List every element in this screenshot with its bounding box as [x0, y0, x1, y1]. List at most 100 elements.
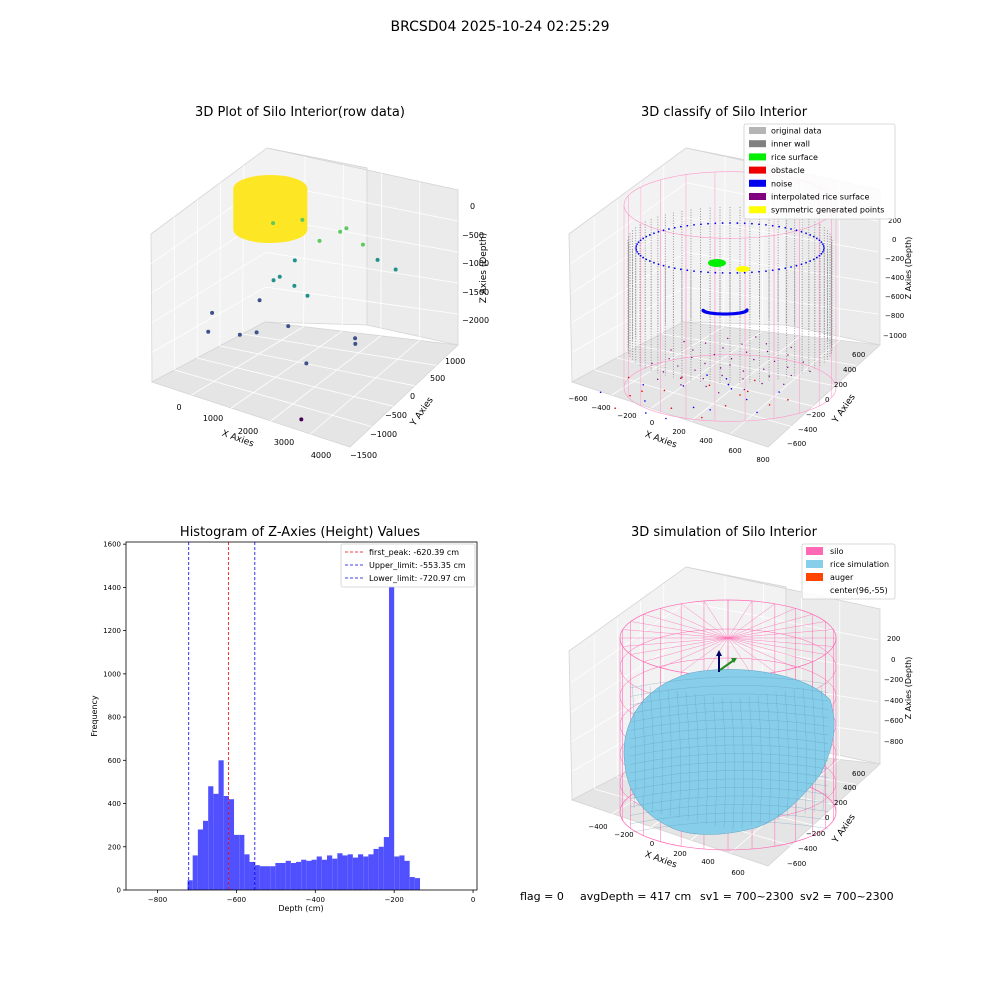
silo-top-spoke	[727, 637, 813, 662]
panel3-frame	[125, 541, 478, 891]
panel2-ztick: 0	[892, 236, 896, 244]
interpolated-rice-point	[755, 336, 757, 338]
interpolated-rice-point	[809, 370, 811, 373]
interpolated-rice-point	[761, 382, 763, 385]
noise-point	[729, 222, 731, 224]
raw-data-point	[344, 226, 349, 231]
mesh-line	[784, 690, 789, 819]
y-tick-label: 600	[108, 757, 121, 765]
histogram-bar	[280, 862, 286, 890]
grid-line	[197, 357, 394, 407]
legend-label: rice simulation	[830, 560, 889, 569]
raw-data-point	[393, 267, 398, 272]
interpolated-rice-point	[692, 349, 694, 351]
noise-point	[686, 224, 689, 227]
mesh-line	[649, 686, 654, 813]
grid-line	[570, 601, 687, 683]
floor-point	[787, 399, 789, 401]
panel4-auger-x-arrow	[719, 659, 735, 671]
raw-data-point	[300, 217, 305, 222]
panel1-x-ticks: 0 1000 2000 3000 4000	[176, 403, 331, 460]
histogram-bar	[275, 862, 281, 890]
panel2-ztick: −800	[885, 312, 904, 320]
floor-point	[708, 384, 711, 387]
legend-label: Lower_limit: -720.97 cm	[369, 574, 466, 583]
cluster-ring	[233, 175, 308, 204]
panel1-ztick: −2000	[462, 316, 489, 325]
raw-data-point	[257, 298, 262, 303]
footer-flag: flag = 0	[520, 890, 564, 903]
mesh-line	[629, 736, 829, 748]
interpolated-rice-point	[765, 343, 768, 345]
histogram-bar	[259, 866, 266, 890]
silo-top-spoke	[703, 637, 729, 676]
noise-point	[795, 229, 798, 232]
panel2-ztick: −600	[885, 293, 904, 301]
panel-histogram: Histogram of Z-Axies (Height) Values −80…	[90, 525, 478, 913]
mesh-line	[629, 710, 829, 723]
footer-avg-depth: avgDepth = 417 cm	[580, 890, 691, 903]
panel3-ylabel: Frequency	[90, 695, 99, 737]
noise-point	[645, 235, 648, 238]
raw-data-point	[353, 341, 358, 346]
noise-point	[657, 263, 660, 266]
noise-point	[805, 261, 807, 264]
histogram-bar	[373, 848, 379, 890]
floor-point	[627, 376, 630, 379]
noise-point	[721, 222, 724, 224]
silo-top-spoke	[703, 600, 729, 639]
interpolated-rice-point	[670, 349, 672, 351]
noise-point	[714, 222, 717, 225]
footer-sv1: sv1 = 700~2300	[700, 890, 794, 903]
panel2-ytick: −600	[787, 440, 806, 448]
interpolated-rice-point	[651, 362, 653, 365]
mesh-line	[748, 696, 753, 827]
grid-line	[686, 601, 879, 641]
panel-simulation-3d: 3D simulation of Silo Interior −400 −200…	[568, 525, 913, 877]
mesh-line	[629, 744, 829, 757]
mesh-line	[775, 692, 780, 821]
interpolated-rice-point	[741, 343, 743, 345]
panel2-y-ticks: −600 −400 −200 0 200 400 600	[787, 351, 865, 448]
interpolated-rice-point	[722, 347, 724, 349]
noise-point	[818, 239, 821, 242]
grid-line	[662, 165, 665, 335]
legend-label: obstacle	[771, 166, 805, 175]
noise-point	[821, 251, 824, 253]
legend-swatch	[806, 573, 823, 581]
panel1-ytick: −1500	[350, 451, 377, 460]
histogram-bar	[208, 786, 214, 890]
histogram-bar	[337, 853, 343, 890]
noise-point	[758, 270, 760, 273]
mesh-line	[629, 693, 829, 706]
panel1-z-ticks: −2000 −1500 −1000 −500 0	[462, 202, 489, 325]
floor-point	[682, 385, 685, 387]
interpolated-rice-point	[753, 358, 755, 361]
grid-line	[685, 286, 879, 315]
silo-top-spoke	[681, 603, 729, 639]
panel4-xtick: 200	[673, 850, 686, 858]
noise-point	[822, 245, 825, 247]
panel4-ztick: 200	[887, 635, 900, 643]
noise-point	[736, 272, 739, 274]
silo-top-spoke	[727, 637, 775, 673]
grid-line	[685, 252, 879, 284]
mesh-line	[658, 687, 663, 815]
histogram-bar	[316, 856, 322, 890]
raw-data-point	[206, 329, 211, 334]
y-tick-label: 200	[108, 843, 121, 851]
floor-point	[670, 407, 673, 409]
panel2-xtick: 800	[756, 456, 769, 464]
panel1-title: 3D Plot of Silo Interior(row data)	[195, 105, 405, 120]
mesh-line	[629, 770, 829, 782]
grid-line	[191, 326, 304, 396]
histogram-bar	[249, 861, 255, 890]
noise-point	[758, 223, 760, 226]
interpolated-rice-point	[787, 354, 789, 356]
y-tick-label: 1400	[103, 584, 121, 592]
panel2-ztick: −1000	[883, 332, 907, 340]
histogram-bar	[414, 878, 421, 890]
noise-point	[707, 222, 709, 225]
panel4-ytick: 400	[843, 784, 856, 792]
